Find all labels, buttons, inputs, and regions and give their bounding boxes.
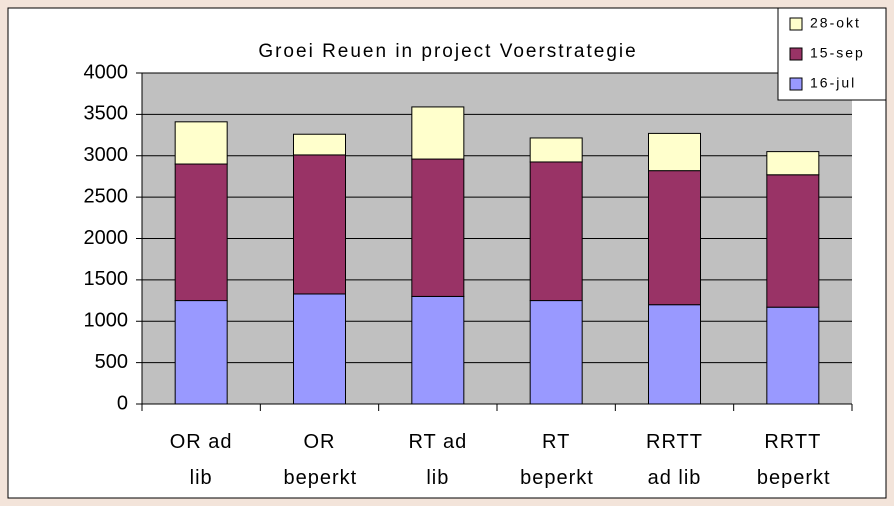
y-tick-label: 4000 <box>84 61 129 83</box>
bar-segment <box>766 151 820 176</box>
y-tick-label: 1000 <box>84 310 129 332</box>
y-tick-label: 1500 <box>84 268 129 290</box>
bar-segment <box>529 300 583 405</box>
y-tick-label: 0 <box>117 392 128 414</box>
legend-label: 16-jul <box>810 75 856 91</box>
bar-segment <box>529 161 583 302</box>
bar-segment <box>411 295 465 405</box>
bar-segment <box>766 174 820 308</box>
x-tick-label: OR ad lib <box>169 431 233 489</box>
y-tick-label: 3000 <box>84 144 129 166</box>
bar-segment <box>293 154 346 295</box>
legend-swatch <box>789 17 803 31</box>
y-tick-label: 500 <box>95 351 128 373</box>
chart-title: Groei Reuen in project Voerstrategie <box>258 41 637 62</box>
legend-label: 28-okt <box>810 15 861 31</box>
bar-segment <box>648 132 701 172</box>
legend-label: 15-sep <box>810 45 865 61</box>
x-tick-label: RT ad lib <box>408 431 468 489</box>
bar-segment <box>648 304 701 405</box>
x-tick-label: RT beperkt <box>520 431 594 489</box>
y-tick-label: 2000 <box>84 227 129 249</box>
y-tick-label: 3500 <box>84 103 129 125</box>
legend-swatch <box>789 77 803 91</box>
legend-swatch <box>789 47 803 61</box>
bar-segment <box>411 158 465 297</box>
x-tick-label: RRTT ad lib <box>646 431 703 489</box>
x-tick-label: RRTT beperkt <box>756 431 831 489</box>
y-tick-label: 2500 <box>84 185 129 207</box>
bar-segment <box>293 133 346 156</box>
bar-segment <box>174 121 228 165</box>
bar-segment <box>648 170 701 306</box>
bar-segment <box>293 293 346 405</box>
bar-segment <box>411 106 465 160</box>
bar-segment <box>529 137 583 163</box>
bar-segment <box>174 300 228 405</box>
bar-segment <box>174 163 228 302</box>
x-tick-label: OR beperkt <box>283 431 358 489</box>
bar-segment <box>766 306 820 405</box>
